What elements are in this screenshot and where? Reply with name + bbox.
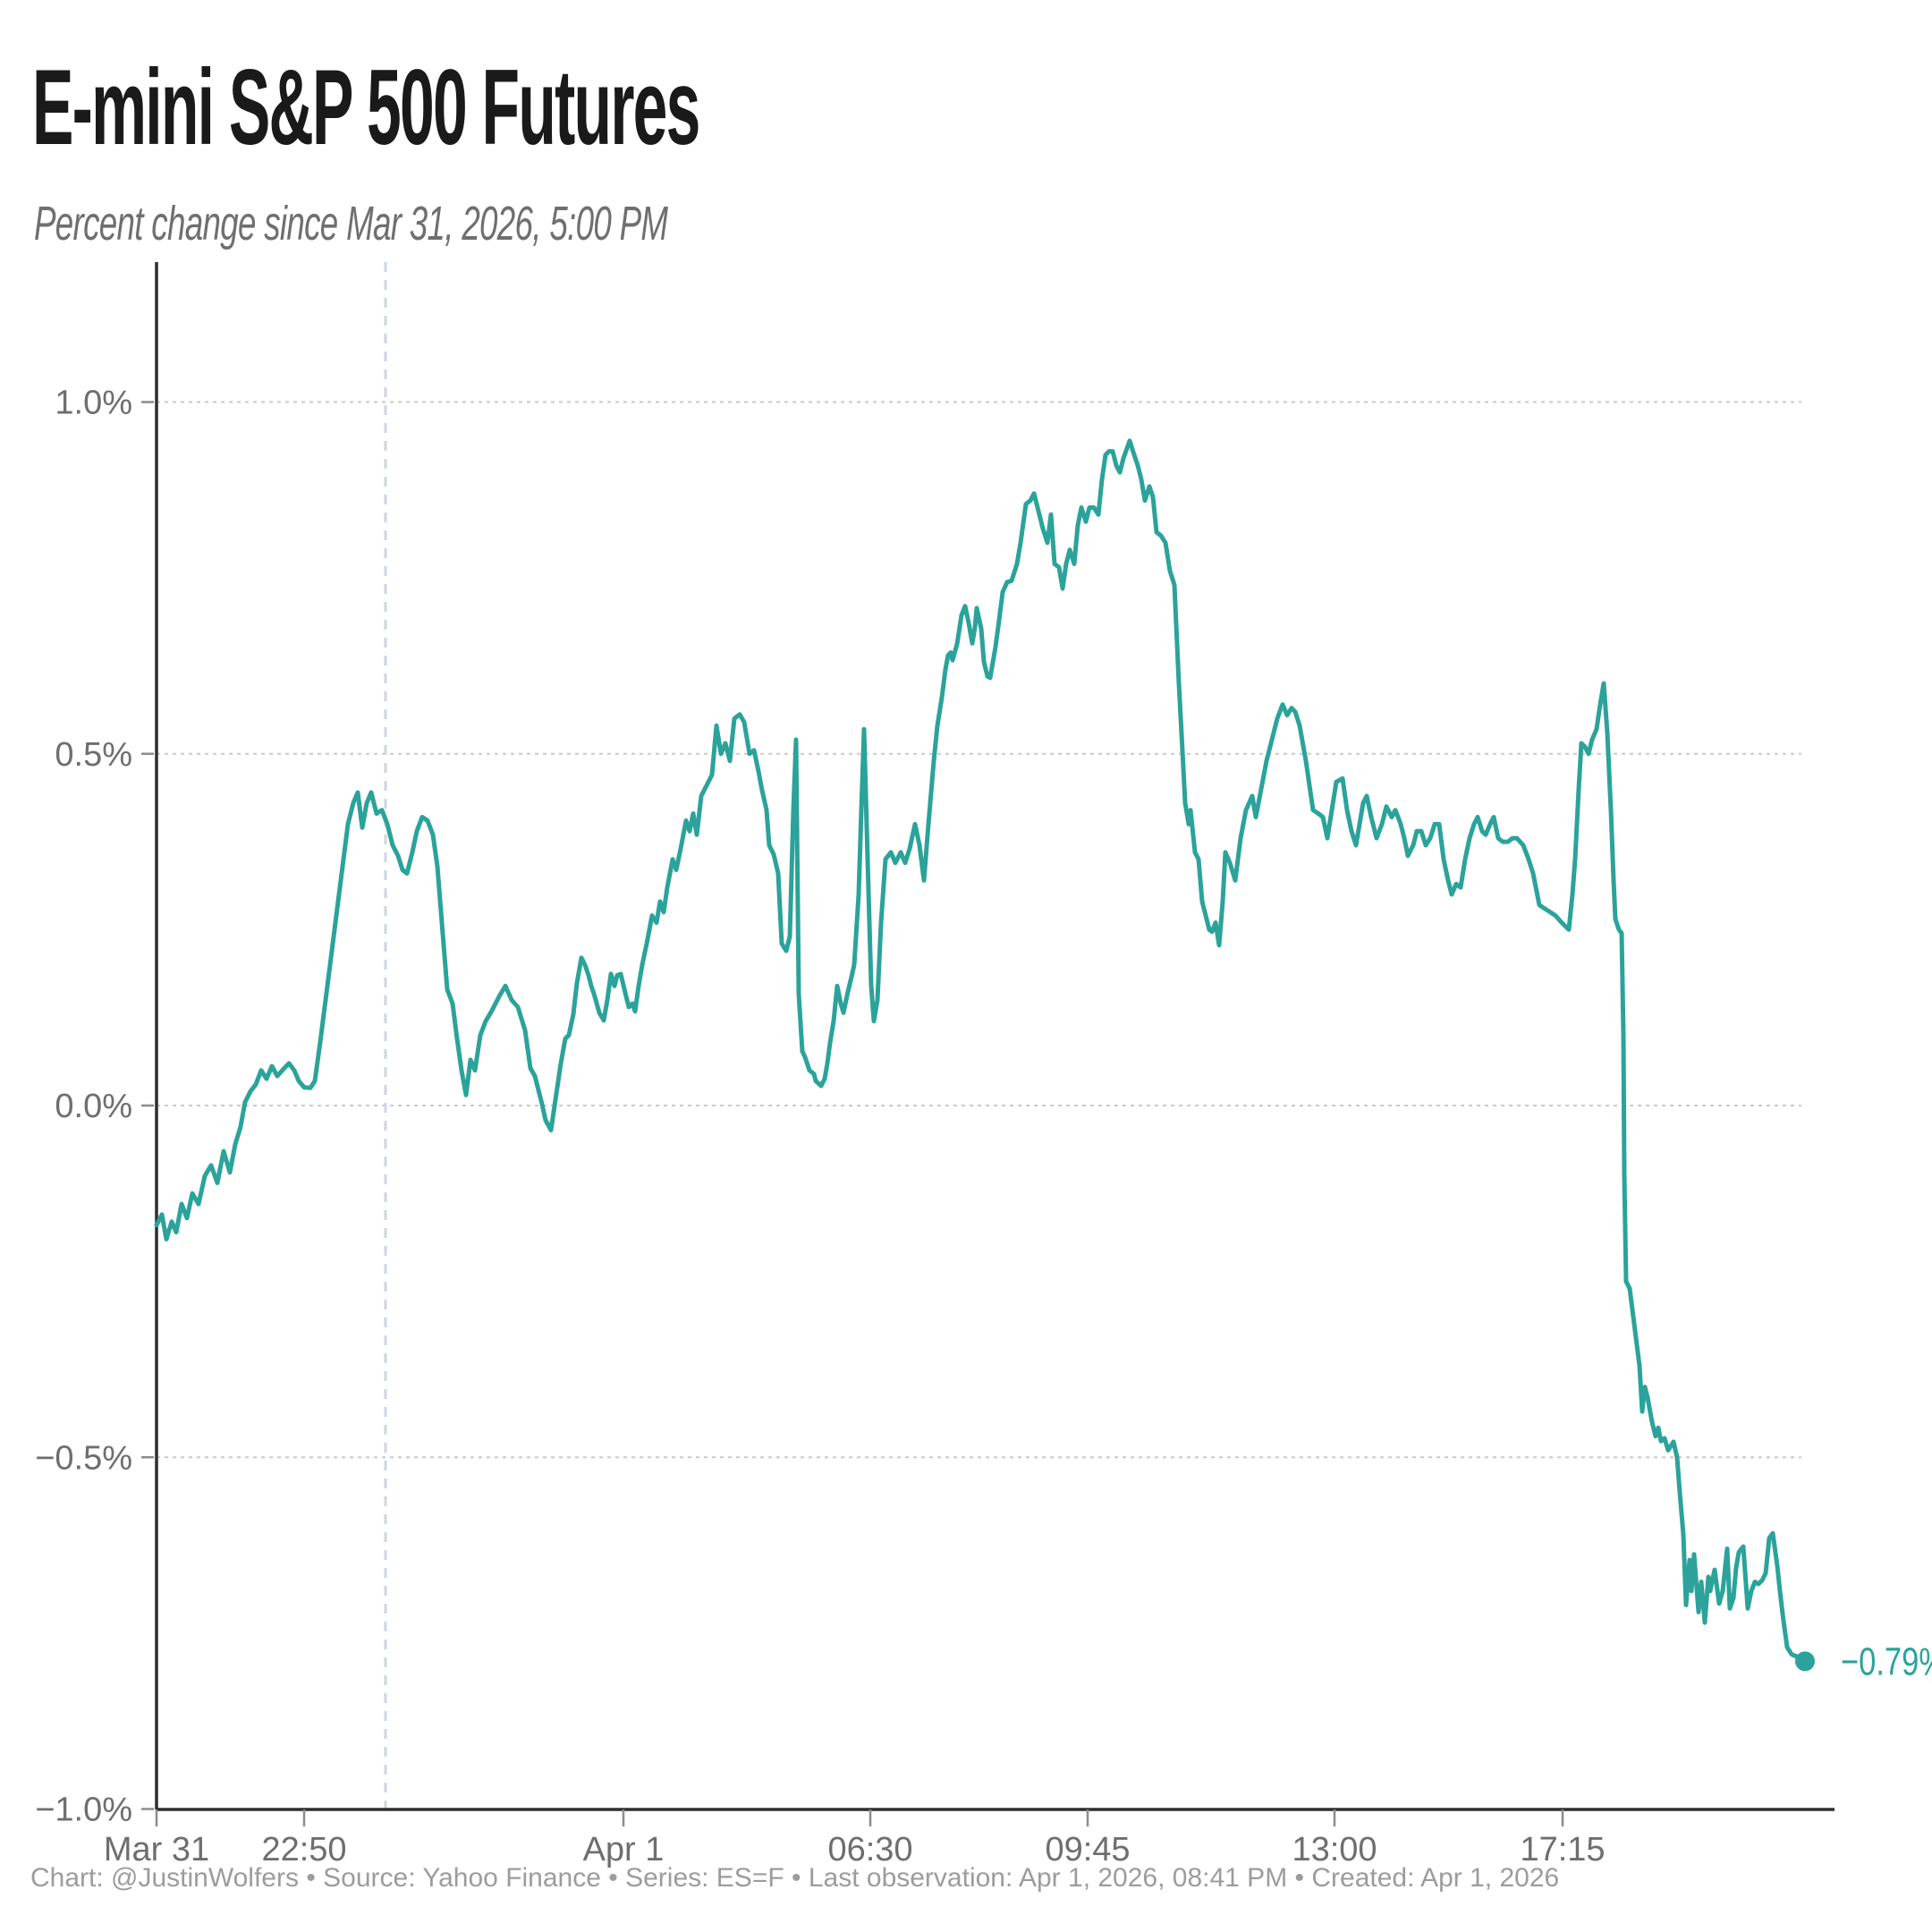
y-tick-label: −0.5% xyxy=(35,1439,132,1477)
chart-footer: Chart: @JustinWolfers • Source: Yahoo Fi… xyxy=(30,1863,1560,1893)
y-tick-label: 1.0% xyxy=(55,385,132,422)
y-tick-label: 0.0% xyxy=(55,1088,132,1125)
chart-title: E-mini S&P 500 Futures xyxy=(32,47,700,167)
y-tick-label: −1.0% xyxy=(35,1792,132,1829)
x-tick-label: 22:50 xyxy=(261,1831,346,1868)
x-tick-label: 17:15 xyxy=(1520,1831,1605,1868)
x-tick-label: 09:45 xyxy=(1045,1831,1130,1868)
x-tick-label: 13:00 xyxy=(1292,1831,1377,1868)
last-point-dot xyxy=(1795,1651,1815,1672)
last-value-label: −0.79% xyxy=(1841,1640,1932,1683)
price-line xyxy=(154,438,1808,1664)
x-tick-label: Mar 31 xyxy=(104,1831,209,1868)
y-tick-label: 0.5% xyxy=(55,736,132,774)
chart-subtitle: Percent change since Mar 31, 2026, 5:00 … xyxy=(34,197,668,250)
x-tick-label: Apr 1 xyxy=(583,1831,665,1868)
x-tick-label: 06:30 xyxy=(827,1831,912,1868)
